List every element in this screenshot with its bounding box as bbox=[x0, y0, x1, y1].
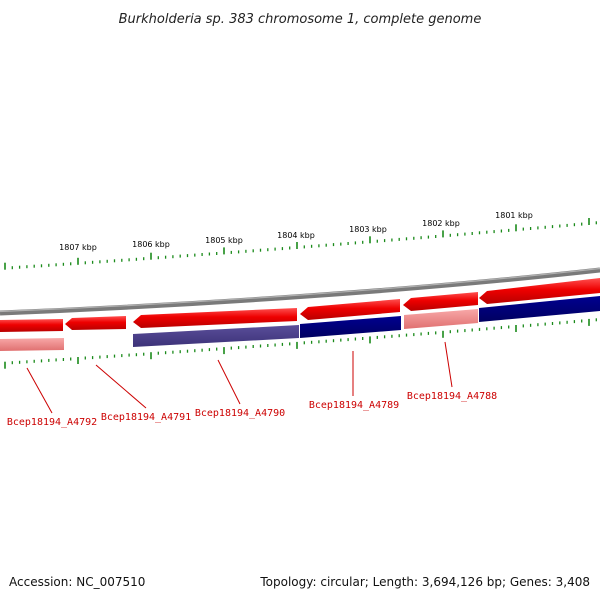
gene-block-reverse[interactable] bbox=[0, 338, 64, 351]
kbp-label-1807: 1807 kbp bbox=[59, 243, 97, 252]
gene-arrow-forward[interactable] bbox=[65, 316, 126, 330]
map-title: Burkholderia sp. 383 chromosome 1, compl… bbox=[119, 12, 482, 27]
gene-label-A4792[interactable]: Bcep18194_A4792 bbox=[7, 417, 97, 428]
callout-line bbox=[444, 341, 453, 388]
callout-line bbox=[95, 364, 147, 409]
gene-label-A4789[interactable]: Bcep18194_A4789 bbox=[309, 400, 399, 411]
gene-block-reverse[interactable] bbox=[133, 325, 299, 347]
gene-callout-lines bbox=[26, 341, 453, 414]
callout-line bbox=[217, 359, 241, 405]
kbp-label-1801: 1801 kbp bbox=[495, 211, 533, 220]
gene-block-reverse[interactable] bbox=[479, 296, 600, 322]
kbp-label-1802: 1802 kbp bbox=[422, 219, 460, 228]
gene-label-A4788[interactable]: Bcep18194_A4788 bbox=[407, 391, 497, 402]
gene-label-A4790[interactable]: Bcep18194_A4790 bbox=[195, 408, 285, 419]
reverse-strand-genes bbox=[0, 296, 600, 351]
gene-arrow-forward[interactable] bbox=[0, 319, 63, 332]
kbp-labels: 1807 kbp 1806 kbp 1805 kbp 1804 kbp 1803… bbox=[59, 211, 533, 252]
chromosome-backbone bbox=[0, 267, 600, 316]
kbp-label-1805: 1805 kbp bbox=[205, 236, 243, 245]
gene-label-A4791[interactable]: Bcep18194_A4791 bbox=[101, 412, 191, 423]
gene-arrow-forward[interactable] bbox=[403, 292, 478, 311]
gene-block-reverse[interactable] bbox=[300, 316, 401, 338]
inner-tick-row bbox=[4, 318, 597, 369]
kbp-label-1803: 1803 kbp bbox=[349, 225, 387, 234]
outer-tick-row bbox=[4, 218, 597, 270]
forward-strand-genes bbox=[0, 278, 600, 332]
genome-summary-text: Topology: circular; Length: 3,694,126 bp… bbox=[260, 575, 590, 589]
gene-block-reverse[interactable] bbox=[404, 309, 478, 329]
accession-text: Accession: NC_007510 bbox=[9, 575, 146, 589]
callout-line bbox=[26, 367, 53, 414]
kbp-label-1806: 1806 kbp bbox=[132, 240, 170, 249]
backbone-highlight bbox=[0, 267, 600, 313]
kbp-label-1804: 1804 kbp bbox=[277, 231, 315, 240]
gene-arrow-forward[interactable] bbox=[300, 299, 400, 320]
gene-labels: Bcep18194_A4792 Bcep18194_A4791 Bcep1819… bbox=[7, 391, 497, 428]
gene-arrow-forward[interactable] bbox=[133, 308, 297, 328]
gene-arrow-forward[interactable] bbox=[479, 278, 600, 304]
